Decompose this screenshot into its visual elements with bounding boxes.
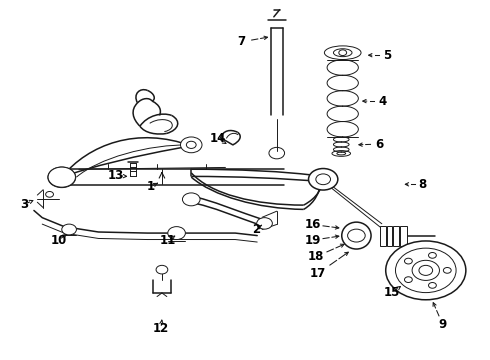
- Text: 1: 1: [147, 180, 155, 193]
- Circle shape: [257, 218, 272, 229]
- Text: 19: 19: [304, 234, 320, 247]
- Circle shape: [404, 277, 412, 283]
- Text: 9: 9: [439, 318, 447, 331]
- Circle shape: [48, 167, 75, 187]
- Bar: [400, 226, 407, 246]
- Bar: [387, 226, 392, 246]
- Text: 18: 18: [308, 250, 324, 263]
- Text: 13: 13: [108, 169, 124, 182]
- Circle shape: [182, 193, 200, 206]
- Ellipse shape: [332, 150, 350, 156]
- Circle shape: [347, 229, 365, 242]
- Text: 17: 17: [310, 267, 326, 280]
- Text: 10: 10: [50, 234, 67, 247]
- Circle shape: [62, 224, 76, 235]
- Circle shape: [443, 267, 451, 273]
- Text: 16: 16: [304, 218, 320, 231]
- Ellipse shape: [342, 222, 371, 249]
- Text: 11: 11: [160, 234, 176, 247]
- Bar: [393, 226, 399, 246]
- Text: 7: 7: [237, 35, 245, 49]
- Circle shape: [386, 241, 466, 300]
- Text: 15: 15: [383, 287, 400, 300]
- Text: 12: 12: [153, 322, 169, 335]
- Circle shape: [156, 265, 168, 274]
- Circle shape: [48, 167, 75, 187]
- Text: 8: 8: [418, 178, 426, 191]
- Text: 6: 6: [375, 138, 383, 150]
- Text: 14: 14: [209, 131, 226, 145]
- Text: 2: 2: [252, 223, 260, 236]
- Text: 4: 4: [379, 95, 387, 108]
- Text: 5: 5: [383, 49, 391, 62]
- Circle shape: [309, 168, 338, 190]
- Bar: [380, 226, 386, 246]
- Circle shape: [429, 252, 436, 258]
- Circle shape: [429, 283, 436, 288]
- Circle shape: [168, 226, 185, 239]
- Circle shape: [180, 137, 202, 153]
- Circle shape: [404, 258, 412, 264]
- Text: 3: 3: [20, 198, 28, 211]
- Circle shape: [412, 260, 440, 280]
